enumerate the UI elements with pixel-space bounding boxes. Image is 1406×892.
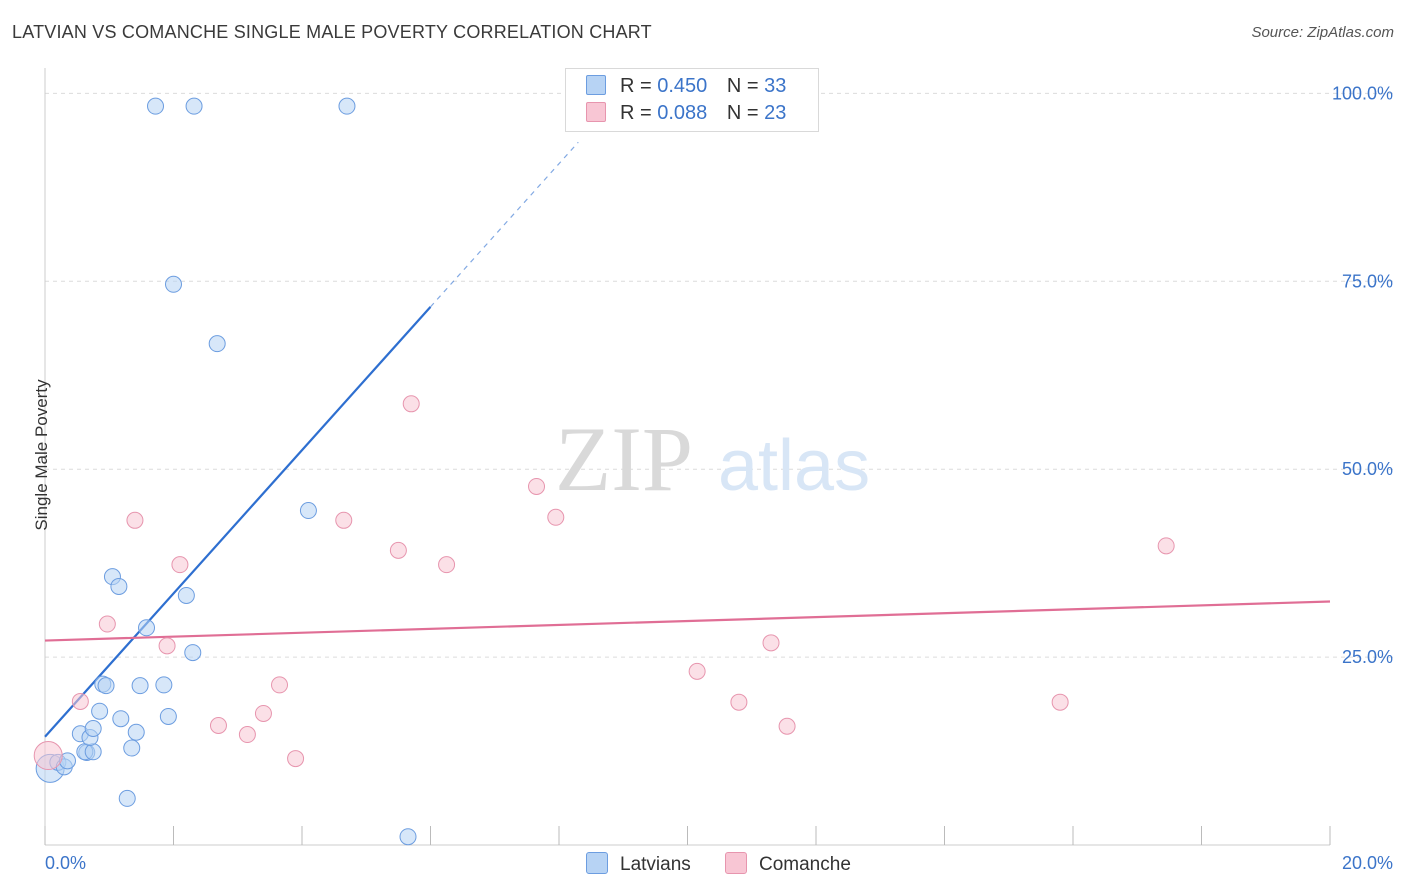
correlation-legend: R = 0.450 N = 33 R = 0.088 N = 23 xyxy=(565,68,819,132)
source-label: Source: ZipAtlas.com xyxy=(1251,24,1394,41)
comanche-point-13 xyxy=(402,395,420,413)
y-tick-label-0: 25.0% xyxy=(1342,647,1393,667)
latvians-point-12 xyxy=(97,677,115,695)
y-tick-label-3: 100.0% xyxy=(1332,83,1393,103)
latvians-swatch xyxy=(586,75,606,95)
latvians-point-14 xyxy=(110,577,128,595)
comanche-point-1 xyxy=(71,692,89,710)
latvians-point-29 xyxy=(299,502,317,520)
latvians-point-17 xyxy=(123,739,141,757)
comanche-point-12 xyxy=(389,541,407,559)
comanche-legend-swatch xyxy=(725,852,747,874)
x-tick-label-min: 0.0% xyxy=(45,853,86,873)
latvians-legend-swatch xyxy=(586,852,608,874)
comanche-point-22 xyxy=(1157,537,1175,555)
watermark-atlas: atlas xyxy=(718,426,870,506)
trend-lines xyxy=(44,141,1331,738)
comanche-point-3 xyxy=(126,511,144,529)
latvians-point-9 xyxy=(84,720,102,738)
comanche-point-2 xyxy=(98,615,116,633)
comanche-point-15 xyxy=(528,477,546,495)
latvians-point-7 xyxy=(84,743,102,761)
data-points xyxy=(33,97,1175,846)
latvians-point-20 xyxy=(138,619,156,637)
comanche-point-19 xyxy=(762,634,780,652)
latvians-point-28 xyxy=(208,335,226,353)
comanche-point-16 xyxy=(547,508,565,526)
comanche-point-4 xyxy=(158,637,176,655)
comanche-trend-line xyxy=(44,600,1331,642)
comanche-point-17 xyxy=(688,662,706,680)
latvians-legend-label: Latvians xyxy=(620,854,691,875)
latvians-point-18 xyxy=(127,723,145,741)
axes xyxy=(44,68,1331,846)
latvians-point-31 xyxy=(399,828,417,846)
legend-row-latvians: R = 0.450 N = 33 xyxy=(586,75,786,98)
comanche-point-8 xyxy=(254,704,272,722)
comanche-point-14 xyxy=(438,556,456,574)
latvians-point-25 xyxy=(177,586,195,604)
chart-title: LATVIAN VS COMANCHE SINGLE MALE POVERTY … xyxy=(12,22,652,42)
latvians-trend-line xyxy=(44,306,432,738)
comanche-n-label: N = xyxy=(726,102,759,124)
legend-row-comanche: R = 0.088 N = 23 xyxy=(586,102,786,125)
latvians-point-24 xyxy=(165,275,182,293)
latvians-point-22 xyxy=(155,676,173,694)
x-tick-label-max: 20.0% xyxy=(1342,853,1393,873)
latvians-r-label: R = xyxy=(620,75,652,97)
latvians-point-16 xyxy=(118,789,136,807)
watermark: ZIP atlas xyxy=(555,408,870,510)
comanche-swatch xyxy=(586,102,606,122)
latvians-trend-extension xyxy=(430,141,579,308)
bottom-legend-latvians: Latvians xyxy=(586,852,691,876)
latvians-point-30 xyxy=(338,97,356,115)
latvians-point-23 xyxy=(159,707,177,725)
comanche-legend-label: Comanche xyxy=(759,854,851,875)
comanche-point-10 xyxy=(287,750,305,768)
latvians-point-21 xyxy=(147,97,165,115)
y-axis-label: Single Male Poverty xyxy=(32,379,51,531)
latvians-point-26 xyxy=(184,644,202,662)
comanche-r-value: 0.088 xyxy=(657,102,708,124)
comanche-point-20 xyxy=(778,717,796,735)
comanche-n-value: 23 xyxy=(764,102,787,124)
watermark-zip: ZIP xyxy=(555,408,693,510)
comanche-r-label: R = xyxy=(620,102,652,124)
latvians-point-10 xyxy=(91,702,109,720)
grid-lines xyxy=(45,92,1394,658)
comanche-point-9 xyxy=(271,676,289,694)
comanche-point-0 xyxy=(33,741,63,771)
tick-labels: 25.0% 50.0% 75.0% 100.0% 0.0% 20.0% xyxy=(45,83,1393,873)
comanche-point-11 xyxy=(335,511,353,529)
latvians-r-value: 0.450 xyxy=(657,75,708,97)
y-tick-label-2: 75.0% xyxy=(1342,271,1393,291)
comanche-point-21 xyxy=(1051,693,1069,711)
comanche-point-18 xyxy=(730,693,748,711)
latvians-n-label: N = xyxy=(726,75,759,97)
comanche-point-6 xyxy=(209,716,227,734)
comanche-point-7 xyxy=(238,726,256,744)
latvians-n-value: 33 xyxy=(764,75,787,97)
comanche-point-5 xyxy=(171,556,189,574)
latvians-point-15 xyxy=(112,710,130,728)
latvians-point-19 xyxy=(131,677,149,695)
y-tick-label-1: 50.0% xyxy=(1342,459,1393,479)
bottom-legend-comanche: Comanche xyxy=(725,852,851,876)
latvians-point-27 xyxy=(185,97,203,115)
